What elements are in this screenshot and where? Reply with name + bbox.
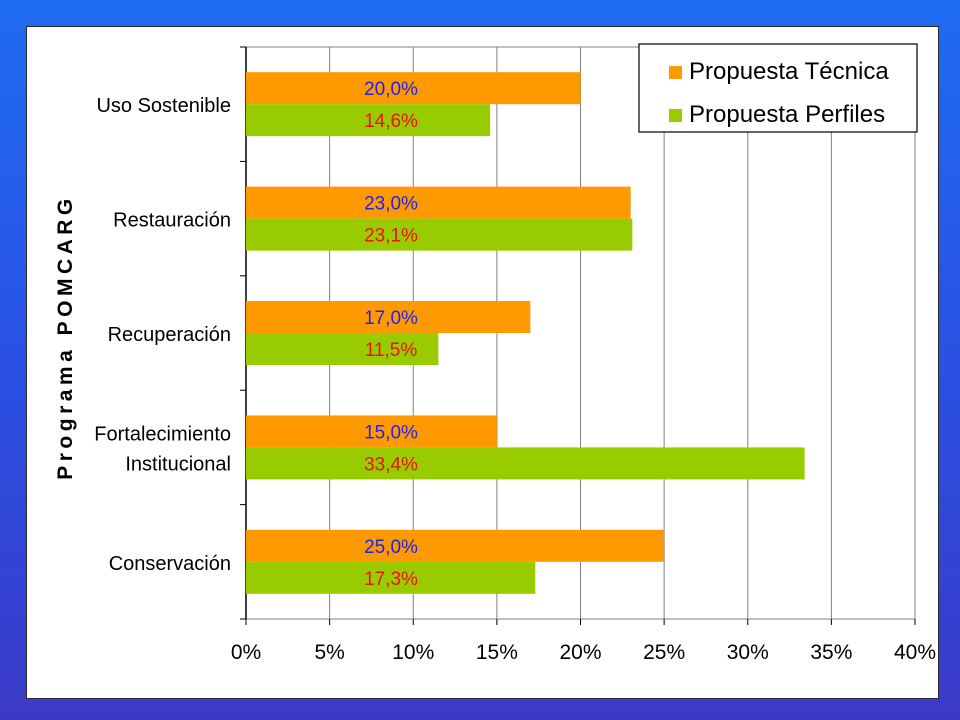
- data-label-perfiles: 33,4%: [364, 454, 418, 475]
- legend-label-perfiles: Propuesta Perfiles: [689, 101, 885, 128]
- x-tick-label: 5%: [314, 641, 344, 664]
- bar-tecnica: [246, 415, 497, 448]
- legend-box: [638, 43, 918, 133]
- bar-perfiles: [246, 104, 491, 137]
- x-tick-label: 35%: [810, 641, 852, 664]
- category-label: Conservación: [109, 553, 231, 575]
- bar-tecnica: [246, 529, 665, 562]
- data-label-perfiles: 23,1%: [364, 226, 418, 247]
- data-label-tecnica: 15,0%: [364, 422, 418, 443]
- bar-tecnica: [246, 72, 581, 105]
- data-label-perfiles: 17,3%: [364, 569, 418, 590]
- legend-swatch-tecnica: [669, 66, 682, 79]
- legend-label-tecnica: Propuesta Técnica: [689, 58, 889, 85]
- data-label-tecnica: 17,0%: [364, 308, 418, 329]
- legend-swatch-perfiles: [669, 109, 682, 122]
- x-tick-label: 10%: [392, 641, 434, 664]
- category-label: Fortalecimiento: [94, 423, 231, 445]
- category-label: Recuperación: [108, 324, 231, 346]
- x-tick-label: 30%: [727, 641, 769, 664]
- data-label-perfiles: 14,6%: [364, 111, 418, 132]
- y-axis-title: Programa POMCARG: [54, 194, 77, 480]
- x-tick-label: 40%: [894, 641, 936, 664]
- data-label-tecnica: 20,0%: [364, 79, 418, 100]
- data-label-perfiles: 11,5%: [365, 340, 418, 361]
- chart-panel: 0% 5% 10% 15% 20% 25% 30% 35% 40% 20,0% 14,6% Uso S…: [26, 26, 939, 699]
- x-tick-label: 15%: [476, 641, 518, 664]
- bar-perfiles: [246, 447, 805, 480]
- data-label-tecnica: 23,0%: [364, 194, 418, 215]
- bar-chart: 0% 5% 10% 15% 20% 25% 30% 35% 40% 20,0% 14,6% Uso S…: [54, 43, 936, 664]
- x-tick-label: 25%: [643, 641, 685, 664]
- x-tick-label: 20%: [559, 641, 601, 664]
- bar-perfiles: [246, 333, 439, 365]
- category-label: Restauración: [113, 210, 231, 232]
- bar-perfiles: [246, 561, 536, 594]
- bar-tecnica: [246, 186, 631, 219]
- bar-tecnica: [246, 301, 531, 333]
- bar-perfiles: [246, 218, 633, 251]
- category-label: Uso Sostenible: [96, 95, 231, 117]
- x-tick-label: 0%: [231, 641, 261, 664]
- data-label-tecnica: 25,0%: [364, 537, 418, 558]
- category-label: Institucional: [125, 453, 231, 475]
